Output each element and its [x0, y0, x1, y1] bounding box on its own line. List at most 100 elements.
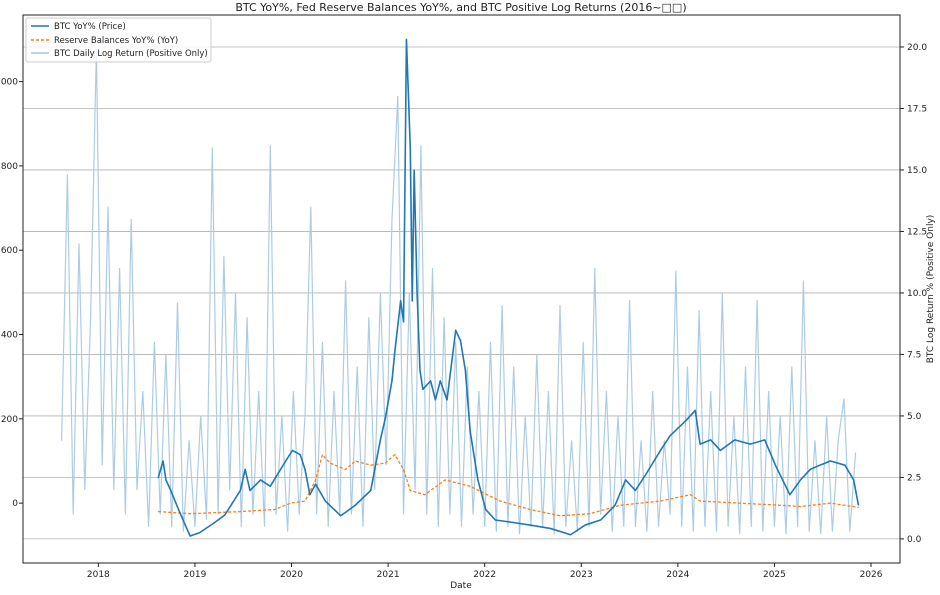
btc-yoy-point	[439, 380, 441, 382]
log-return-point	[716, 531, 717, 532]
log-return-point	[814, 440, 816, 441]
log-return-point	[455, 341, 457, 343]
log-return-point	[785, 533, 787, 535]
log-return-point	[466, 366, 468, 368]
btc-yoy-point	[644, 475, 646, 477]
btc-yoy-point	[464, 369, 466, 371]
log-return-point	[634, 526, 636, 527]
btc-yoy-point	[634, 489, 636, 491]
log-return-point	[756, 299, 758, 301]
log-return-point	[443, 317, 445, 318]
log-return-point	[495, 531, 497, 532]
log-return-point	[200, 415, 202, 417]
log-return-point	[826, 415, 827, 417]
reserve-point	[619, 504, 621, 506]
log-return-point	[762, 531, 764, 532]
left-tick-label: 1000	[0, 78, 18, 88]
log-return-point	[298, 513, 300, 515]
btc-yoy-point	[477, 479, 479, 481]
btc-yoy-point	[600, 519, 602, 521]
log-return-point	[246, 317, 248, 318]
chart-title: BTC YoY%, Fed Reserve Balances YoY%, and…	[235, 1, 686, 14]
log-return-point	[432, 267, 433, 269]
btc-yoy-point	[178, 508, 180, 510]
right-tick-label: 7.5	[907, 350, 921, 360]
btc-yoy-point	[260, 479, 262, 481]
reserve-point	[239, 511, 241, 512]
reserve-point	[157, 511, 159, 512]
btc-yoy-point	[405, 38, 407, 40]
btc-yoy-point	[699, 443, 701, 445]
btc-yoy-point	[829, 460, 831, 462]
log-return-point	[820, 533, 822, 535]
reserve-point	[660, 500, 661, 502]
log-return-point	[478, 390, 480, 392]
x-tick-label: 2024	[666, 570, 689, 580]
btc-yoy-point	[214, 521, 216, 523]
log-return-point	[211, 147, 213, 149]
log-return-point	[188, 440, 190, 441]
log-return-point	[721, 292, 723, 294]
btc-yoy-point	[570, 534, 572, 536]
x-tick-label: 2025	[763, 570, 786, 580]
btc-yoy-point	[669, 435, 671, 437]
reserve-point	[354, 460, 356, 462]
log-return-point	[658, 526, 659, 527]
log-return-point	[426, 513, 428, 515]
btc-yoy-point	[403, 321, 405, 323]
log-return-point	[322, 341, 323, 343]
x-tick-label: 2019	[183, 570, 206, 580]
log-return-point	[316, 513, 318, 515]
legend-label-reserve: Reserve Balances YoY% (YoY)	[54, 36, 178, 46]
reserve-point	[409, 490, 411, 491]
log-return-point	[78, 243, 80, 245]
btc-yoy-point	[694, 409, 696, 411]
btc-yoy-point	[625, 479, 627, 481]
btc-yoy-point	[304, 468, 306, 470]
log-return-point	[490, 341, 491, 343]
reserve-point	[304, 500, 306, 502]
btc-yoy-point	[446, 399, 448, 401]
right-tick-label: 17.5	[907, 104, 927, 114]
right-tick-label: 2.5	[907, 473, 921, 483]
log-return-point	[750, 526, 752, 527]
log-return-point	[646, 531, 648, 532]
reserve-point	[403, 469, 404, 470]
log-return-point	[327, 526, 329, 527]
log-return-point	[571, 440, 573, 441]
log-return-point	[72, 513, 74, 515]
x-tick-label: 2022	[473, 570, 496, 580]
plot-area	[61, 38, 860, 537]
btc-yoy-point	[199, 532, 201, 534]
btc-yoy-point	[469, 430, 471, 432]
left-y-axis: 0 200 400 600 800 1000	[0, 78, 23, 509]
btc-yoy-point	[434, 399, 436, 401]
btc-yoy-point	[809, 468, 811, 470]
log-return-point	[240, 526, 242, 527]
left-tick-label: 0	[12, 499, 18, 509]
right-tick-label: 20.0	[907, 43, 927, 53]
log-return-point	[124, 513, 126, 515]
log-return-point	[831, 531, 833, 532]
log-return-point	[692, 531, 694, 532]
log-return-point	[774, 526, 775, 527]
btc-yoy-point	[789, 494, 791, 496]
log-return-point	[304, 415, 306, 417]
x-tick-label: 2021	[377, 570, 400, 580]
log-return-point	[350, 513, 352, 515]
log-return-point	[269, 144, 271, 146]
log-return-point	[461, 526, 462, 527]
right-y-axis-label: BTC Log Return % (Positive Only)	[926, 215, 936, 364]
log-return-point	[559, 304, 561, 306]
btc-yoy-point	[853, 479, 855, 481]
btc-yoy-point	[774, 464, 776, 466]
log-return-point	[206, 518, 207, 520]
btc-yoy-point	[734, 439, 736, 441]
btc-yoy-point	[224, 514, 226, 516]
btc-yoy-point	[315, 483, 317, 485]
btc-yoy-point	[430, 380, 432, 382]
log-return-point	[177, 302, 178, 304]
log-return-point	[565, 526, 567, 527]
log-return-point	[437, 526, 439, 527]
reserve-point	[189, 513, 191, 515]
